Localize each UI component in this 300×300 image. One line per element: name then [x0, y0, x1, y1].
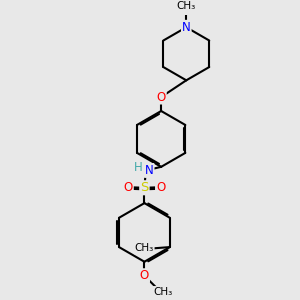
Text: N: N — [182, 21, 191, 34]
Text: O: O — [156, 181, 165, 194]
Text: O: O — [157, 91, 166, 103]
Text: CH₃: CH₃ — [134, 244, 154, 254]
Text: CH₃: CH₃ — [177, 1, 196, 11]
Text: O: O — [124, 181, 133, 194]
Text: N: N — [145, 164, 154, 177]
Text: H: H — [134, 160, 142, 174]
Text: S: S — [140, 181, 148, 194]
Text: O: O — [140, 269, 149, 282]
Text: CH₃: CH₃ — [153, 287, 172, 297]
